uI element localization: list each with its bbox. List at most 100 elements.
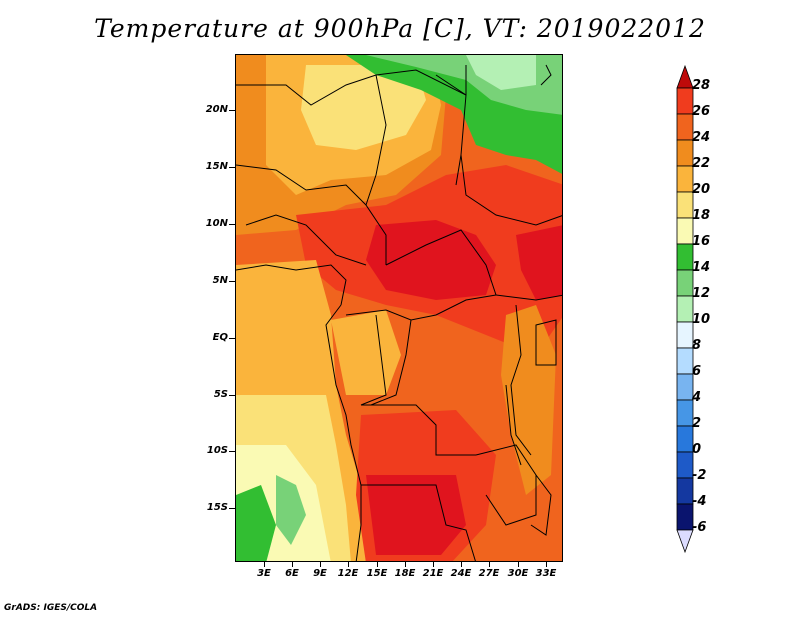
colorbar-cell--6 [676,503,694,531]
lat-label-10n: 10N [205,218,228,229]
border-car [385,229,497,296]
colorbar-cell-6 [676,347,694,375]
colorbar-under-triangle [676,529,694,554]
border-congo-north [345,294,497,321]
border-sudan [460,154,562,226]
cb-label-neg2: -2 [692,468,707,483]
colorbar [676,64,694,554]
lat-label-20n: 20N [205,104,228,115]
lat-label-15n: 15N [205,161,228,172]
coast-red-sea [540,64,552,86]
colorbar-over-triangle [676,64,694,89]
field-28-east [516,225,562,300]
colorbar-cell-22 [676,139,694,167]
lake-victoria [535,319,557,366]
lon-label-12e: 12E [337,568,359,579]
lon-label-27e: 27E [478,568,500,579]
border-zambia [475,444,537,526]
lon-label-21e: 21E [422,568,444,579]
lon-label-6e: 6E [285,568,299,579]
map-panel [235,54,563,562]
border-angola-north [361,404,476,456]
colorbar-cell-18 [676,191,694,219]
lat-tick-10n [229,224,235,225]
field-12-sw [276,475,306,545]
cb-label-22: 22 [692,156,711,171]
border-gabon [360,314,387,406]
lon-label-30e: 30E [507,568,529,579]
border-angola-south [361,484,476,561]
border-ne [435,65,467,96]
lon-tick-33e [546,562,547,567]
lat-tick-5s [229,395,235,396]
cb-label-4: 4 [692,390,702,405]
colorbar-cell-4 [676,373,694,401]
colorbar-cell-24 [676,113,694,141]
lat-tick-5n [229,281,235,282]
field-28-south [366,475,466,555]
colorbar-cell-20 [676,165,694,193]
border-mali-niger [236,164,367,206]
lon-tick-21e [433,562,434,567]
cb-label-neg6: -6 [692,520,707,535]
coast-gulf-guinea [236,264,347,306]
cb-label-28: 28 [692,78,711,93]
lon-tick-12e [348,562,349,567]
lat-tick-15n [229,167,235,168]
lon-tick-24e [461,562,462,567]
colorbar-cell-16 [676,217,694,245]
border-drc-east [510,304,532,456]
lat-label-5s: 5S [213,389,228,400]
colorbar-cell-12 [676,269,694,297]
lake-malawi [530,474,552,536]
lon-label-24e: 24E [450,568,472,579]
cb-label-14: 14 [692,260,711,275]
colorbar-cell--4 [676,477,694,505]
field-14-sw [236,485,276,561]
cb-label-2: 2 [692,416,702,431]
temperature-map [236,55,562,561]
cb-label-neg4: -4 [692,494,707,509]
lon-tick-27e [489,562,490,567]
plot-title: Temperature at 900hPa [C], VT: 201902201… [94,14,706,43]
lon-tick-30e [518,562,519,567]
colorbar-cells [676,64,694,554]
lon-tick-6e [292,562,293,567]
colorbar-cell-2 [676,399,694,427]
lat-label-10s: 10S [206,445,228,456]
cb-label-12: 12 [692,286,711,301]
field-28-core [366,220,496,300]
lon-label-15e: 15E [366,568,388,579]
grads-credit: GrADS: IGES/COLA [4,603,98,613]
cb-label-24: 24 [692,130,711,145]
lon-tick-9e [320,562,321,567]
colorbar-cell-26 [676,87,694,115]
coast-west-africa [325,304,362,561]
borders [236,64,562,561]
lat-label-15s: 15S [206,502,228,513]
cb-label-16: 16 [692,234,711,249]
lake-tanganyika [505,384,522,466]
field-10-ne [466,55,536,90]
colorbar-cell--2 [676,451,694,479]
cb-label-10: 10 [692,312,711,327]
lat-label-5n: 5N [212,275,228,286]
cb-label-26: 26 [692,104,711,119]
lon-label-18e: 18E [394,568,416,579]
field-18-north [301,65,426,150]
lat-label-eq: EQ [212,332,228,343]
lon-tick-18e [405,562,406,567]
cb-label-8: 8 [692,338,702,353]
cb-label-20: 20 [692,182,711,197]
lat-tick-20n [229,110,235,111]
cb-label-6: 6 [692,364,702,379]
cb-label-0: 0 [692,442,702,457]
lon-label-33e: 33E [535,568,557,579]
colorbar-cell-0 [676,425,694,453]
cb-label-18: 18 [692,208,711,223]
lat-tick-10s [229,451,235,452]
colorbar-cell-8 [676,321,694,349]
border-nigeria-north [245,214,367,266]
lon-label-9e: 9E [313,568,327,579]
